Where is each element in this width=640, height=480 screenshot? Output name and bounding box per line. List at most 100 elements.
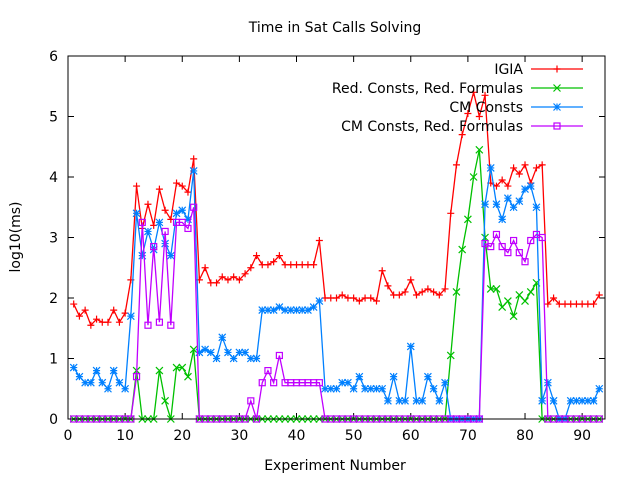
data-point [144,227,152,236]
data-point [349,384,358,393]
data-point [447,209,455,217]
data-point [572,396,581,405]
data-point [521,258,529,266]
data-point [553,122,561,130]
data-point [435,396,444,405]
data-point [166,251,175,260]
data-point [189,345,198,354]
data-point [144,321,152,329]
data-point [492,200,501,209]
data-point [498,176,506,184]
data-point [504,182,512,190]
x-tick-label: 10 [116,428,134,444]
data-point [115,318,123,326]
data-point [521,185,529,194]
data-point [230,273,238,281]
data-point [133,182,141,190]
chart-title: Time in Sat Calls Solving [248,20,421,36]
data-point [424,285,432,293]
data-point [515,170,523,178]
data-point [401,396,409,405]
data-point [589,396,598,405]
x-tick-label: 0 [64,428,73,444]
data-point [92,366,101,375]
data-point [86,378,95,387]
data-point [161,396,170,405]
data-point [184,188,192,196]
data-point [595,384,604,393]
data-point [429,384,438,393]
data-point [338,291,346,299]
data-point [544,300,552,308]
data-point [553,65,561,73]
data-point [509,203,518,212]
data-point [286,306,295,315]
data-point [458,245,467,254]
data-point [470,88,478,96]
data-point [486,285,495,293]
data-point [70,300,78,308]
data-point [270,258,278,266]
data-point [515,249,523,257]
data-point [110,306,118,314]
data-point [184,224,192,233]
data-point [498,215,507,224]
axis-ticks: 0 10 20 30 40 50 60 70 80 90 0 1 2 3 4 5 6 [49,49,605,444]
data-point [412,396,421,405]
data-point [321,384,329,393]
data-point [269,306,278,315]
data-point [229,354,238,363]
data-point [458,131,466,139]
data-point [315,237,323,245]
data-point [218,333,227,342]
data-point [201,264,209,272]
x-tick-label: 40 [288,428,306,444]
data-point [441,378,449,387]
data-point [515,197,524,206]
data-point [138,218,146,226]
data-point [304,306,312,315]
data-point [595,291,603,299]
data-point [315,297,324,305]
data-point [412,291,420,299]
data-point [538,161,546,169]
data-point [487,242,495,251]
data-point [172,209,181,218]
data-point [395,396,404,405]
data-point [355,297,363,305]
data-point [189,167,198,175]
data-point [383,396,392,405]
data-point [178,206,187,215]
data-point [315,379,323,387]
data-point [504,249,512,257]
data-point [407,276,415,284]
y-tick-label: 0 [49,412,58,428]
data-point [550,294,558,302]
legend-label: CM Consts [449,100,523,116]
data-point [395,291,403,299]
data-point [258,379,266,387]
data-point [184,372,192,381]
data-point [401,288,409,296]
data-point [264,306,272,315]
y-tick-label: 3 [49,231,58,247]
legend-label: Red. Consts, Red. Formulas [332,81,523,97]
x-tick-label: 90 [573,428,591,444]
data-point [218,273,226,281]
data-point [201,345,210,354]
x-tick-label: 50 [345,428,363,444]
data-point [292,306,301,315]
data-point [195,348,204,357]
data-point [406,342,415,351]
plot-frame [67,55,606,420]
data-point [247,264,255,272]
data-point [178,182,186,190]
data-point [521,161,529,169]
series-0 [70,88,603,329]
data-point [463,215,472,224]
data-point [253,252,261,260]
data-point [378,267,386,275]
data-point [498,303,507,311]
data-point [132,373,141,381]
